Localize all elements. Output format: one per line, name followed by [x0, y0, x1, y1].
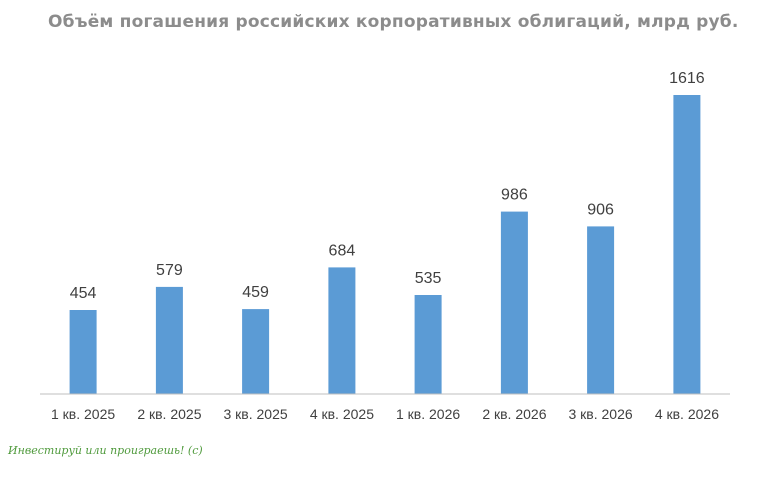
bar-6: [500, 211, 528, 394]
bar-1: [69, 310, 97, 394]
x-tick-label-2: 2 кв. 2025: [137, 406, 201, 422]
value-label-7: 906: [587, 201, 614, 218]
x-tick-label-4: 4 кв. 2025: [310, 406, 374, 422]
value-label-3: 459: [242, 284, 269, 301]
x-tick-label-7: 3 кв. 2026: [569, 406, 633, 422]
value-label-2: 579: [156, 262, 183, 279]
value-label-6: 986: [501, 187, 528, 204]
value-label-5: 535: [415, 270, 442, 287]
bar-4: [328, 267, 356, 394]
x-tick-label-3: 3 кв. 2025: [224, 406, 288, 422]
x-tick-labels-layer: 1 кв. 2025 2 кв. 2025 3 кв. 2025 4 кв. 2025…: [51, 406, 719, 422]
bar-3: [242, 309, 270, 394]
bar-7: [587, 226, 615, 394]
x-tick-label-8: 4 кв. 2026: [655, 406, 719, 422]
bar-8: [673, 95, 701, 394]
value-labels-layer: 454 579 459 684 535 986 906 1616: [70, 70, 705, 302]
watermark-signature: Инвестируй или проиграешь! (с): [8, 444, 203, 457]
value-label-8: 1616: [669, 70, 705, 87]
value-label-1: 454: [70, 285, 97, 302]
bars-layer: [69, 95, 701, 394]
x-tick-label-5: 1 кв. 2026: [396, 406, 460, 422]
x-tick-label-1: 1 кв. 2025: [51, 406, 115, 422]
x-tick-label-6: 2 кв. 2026: [482, 406, 546, 422]
value-label-4: 684: [329, 242, 356, 259]
bar-5: [414, 295, 442, 394]
bar-2: [155, 286, 183, 394]
chart-title: Объём погашения российских корпоративных…: [48, 12, 739, 32]
